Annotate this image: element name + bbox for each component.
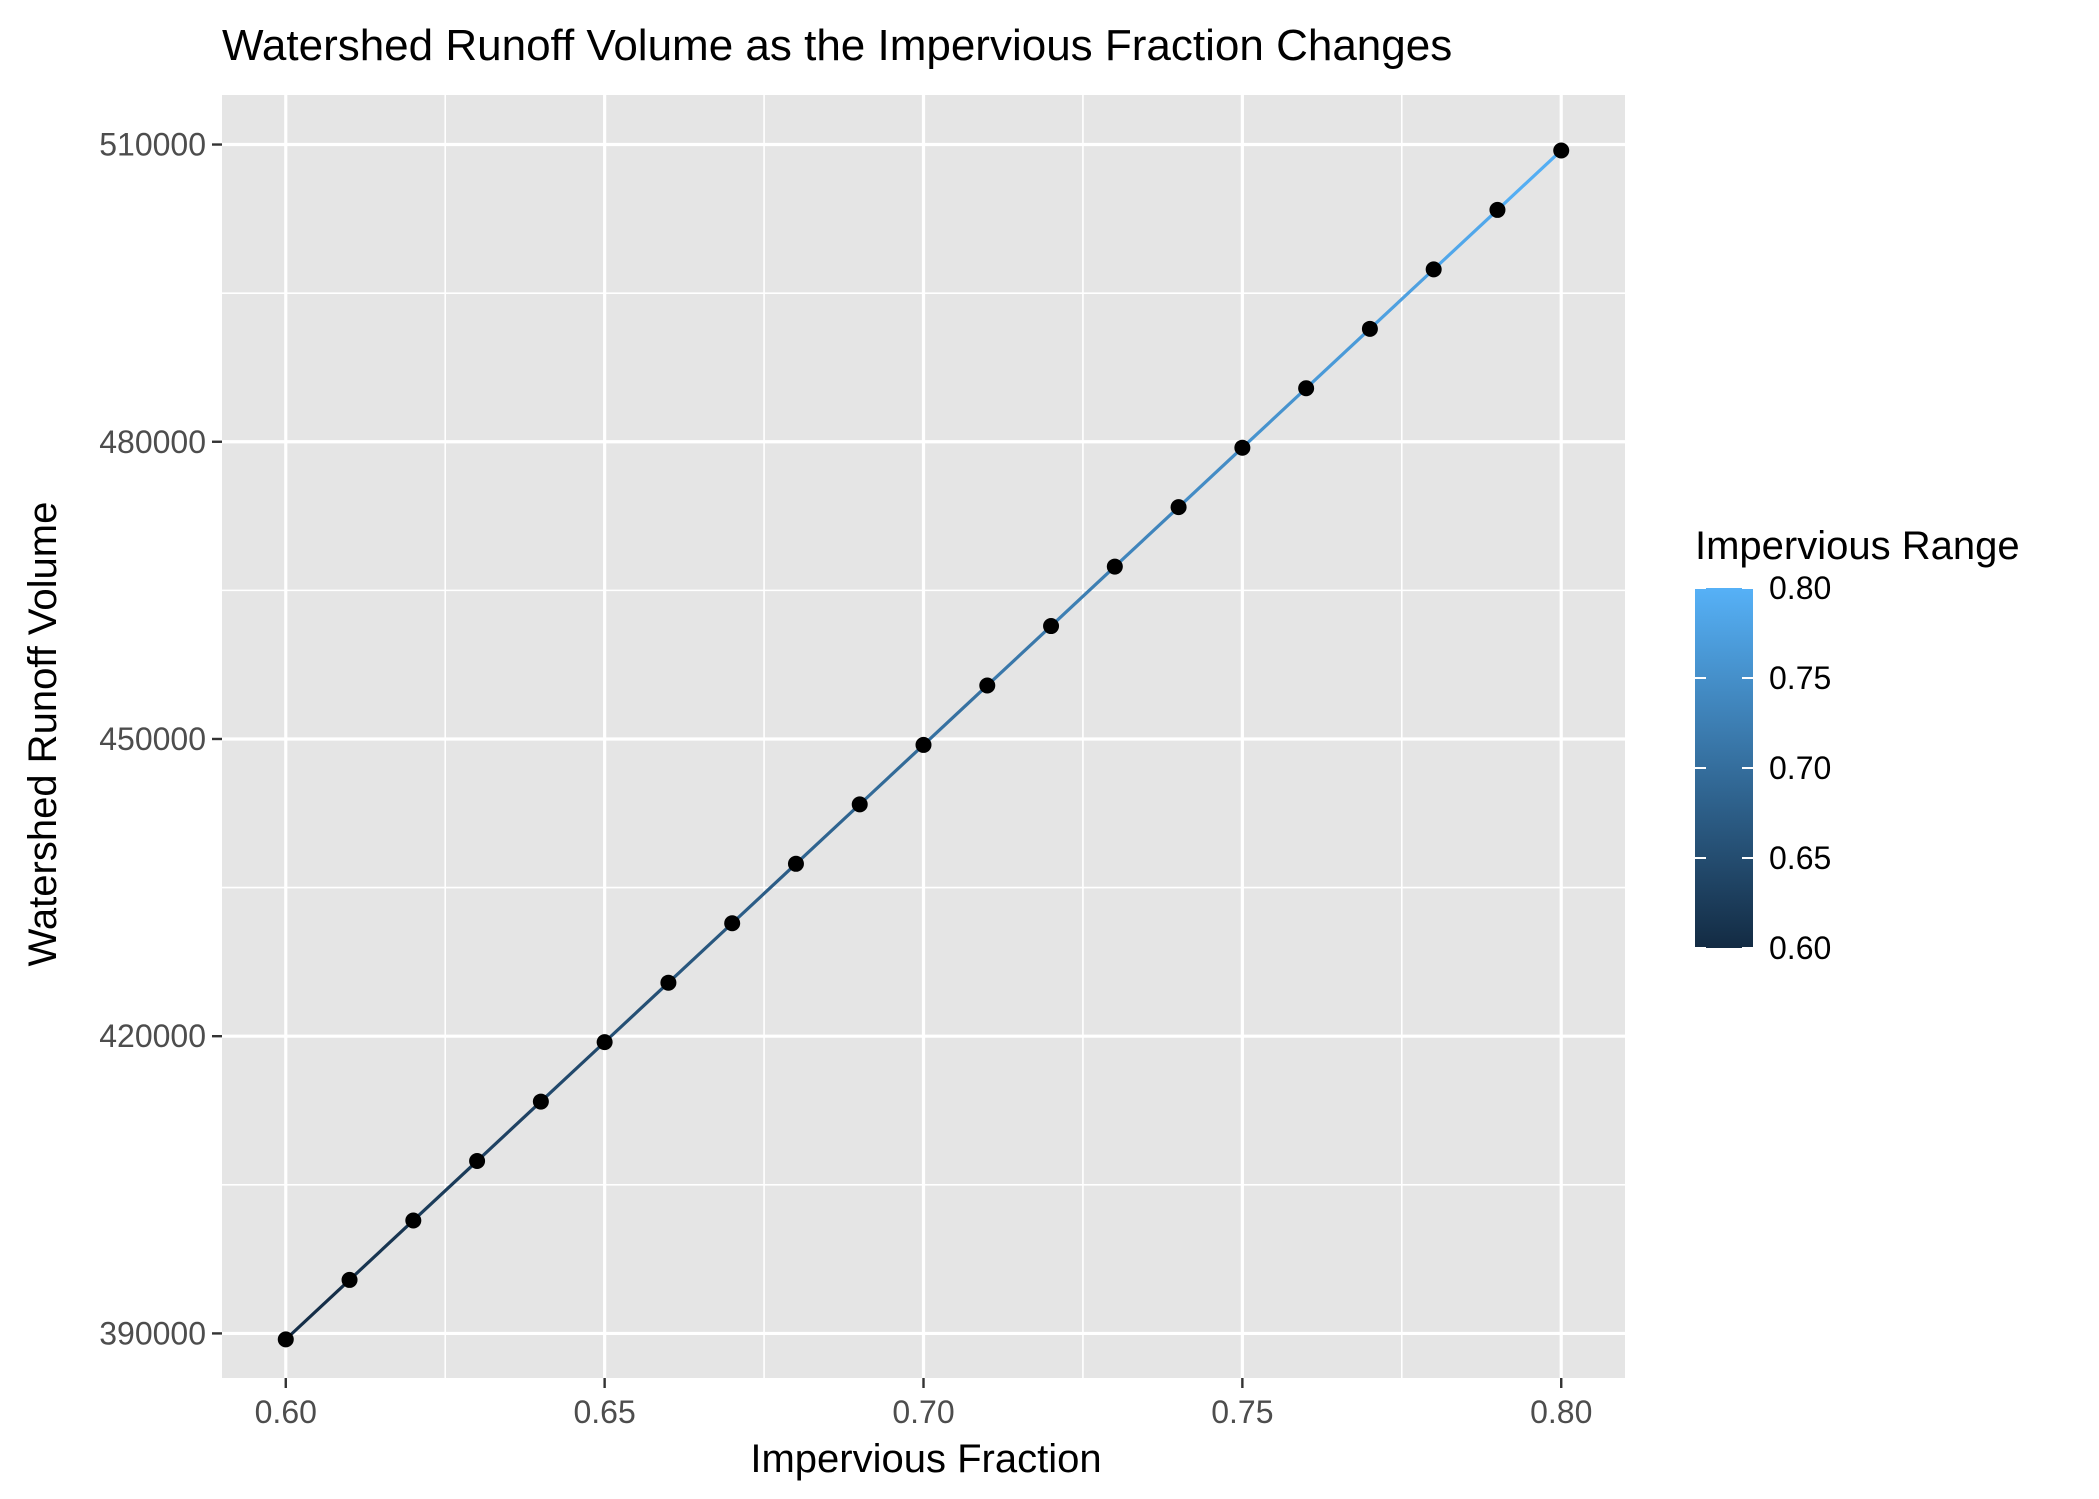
legend-title: Impervious Range — [1695, 524, 2020, 568]
line-segment — [411, 1159, 479, 1223]
data-point — [532, 1093, 549, 1110]
line-segment — [1304, 327, 1372, 390]
data-point — [1361, 320, 1378, 337]
series-line — [284, 148, 1563, 1341]
line-segment — [1368, 267, 1436, 331]
line-segment — [347, 1218, 415, 1282]
line-segment — [921, 683, 989, 747]
y-tick-label: 480000 — [99, 424, 206, 460]
line-segment — [1049, 564, 1117, 628]
line-segment — [858, 743, 926, 806]
data-point — [724, 915, 741, 932]
line-segment — [794, 802, 862, 866]
series-points — [277, 142, 1570, 1348]
data-point — [1553, 142, 1570, 159]
data-point — [1106, 558, 1123, 575]
line-segment — [1113, 505, 1181, 569]
legend-tick-label: 0.70 — [1769, 750, 1831, 786]
line-segment — [1240, 386, 1308, 450]
data-point — [596, 1034, 613, 1051]
data-point — [915, 736, 932, 753]
legend-tick-label: 0.80 — [1769, 570, 1831, 606]
x-axis-title: Impervious Fraction — [750, 1437, 1101, 1481]
legend-tick-label: 0.60 — [1769, 930, 1831, 966]
line-segment — [475, 1099, 543, 1163]
line-segment — [539, 1040, 607, 1104]
x-tick-label: 0.60 — [255, 1394, 317, 1430]
line-segment — [284, 1278, 352, 1341]
y-axis-title: Watershed Runoff Volume — [21, 502, 65, 967]
data-point — [660, 974, 677, 991]
legend: Impervious Range 0.60 0.65 0.70 0.75 0.80 — [1695, 524, 2020, 966]
x-axis: 0.60 0.65 0.70 0.75 0.80 — [255, 1378, 1592, 1430]
line-segment — [603, 981, 671, 1044]
legend-tick-label: 0.75 — [1769, 660, 1831, 696]
data-point — [1234, 439, 1251, 456]
x-tick-label: 0.75 — [1211, 1394, 1273, 1430]
x-tick-label: 0.65 — [573, 1394, 635, 1430]
data-point — [787, 855, 804, 872]
chart-title: Watershed Runoff Volume as the Imperviou… — [222, 21, 1452, 70]
data-point — [851, 796, 868, 813]
y-tick-label: 510000 — [99, 127, 206, 163]
x-tick-label: 0.70 — [892, 1394, 954, 1430]
line-segment — [985, 624, 1053, 688]
data-point — [979, 677, 996, 694]
x-tick-label: 0.80 — [1530, 1394, 1592, 1430]
line-segment — [1495, 148, 1563, 212]
y-tick-label: 450000 — [99, 721, 206, 757]
line-segment — [1432, 208, 1500, 271]
data-point — [1425, 261, 1442, 278]
data-point — [469, 1153, 486, 1170]
line-segment — [666, 921, 734, 985]
y-tick-label: 390000 — [99, 1315, 206, 1351]
line-segment — [730, 862, 798, 925]
y-tick-label: 420000 — [99, 1018, 206, 1054]
data-point — [277, 1331, 294, 1348]
line-segment — [1176, 446, 1244, 509]
legend-tick-label: 0.65 — [1769, 840, 1831, 876]
data-point — [1170, 499, 1187, 516]
data-point — [1298, 380, 1315, 397]
data-point — [1489, 201, 1506, 218]
data-point — [1043, 618, 1060, 635]
legend-ticks: 0.60 0.65 0.70 0.75 0.80 — [1695, 570, 1831, 966]
data-point — [341, 1271, 358, 1288]
y-axis: 390000 420000 450000 480000 510000 — [99, 127, 222, 1351]
grid-major — [222, 95, 1625, 1378]
data-point — [405, 1212, 422, 1229]
